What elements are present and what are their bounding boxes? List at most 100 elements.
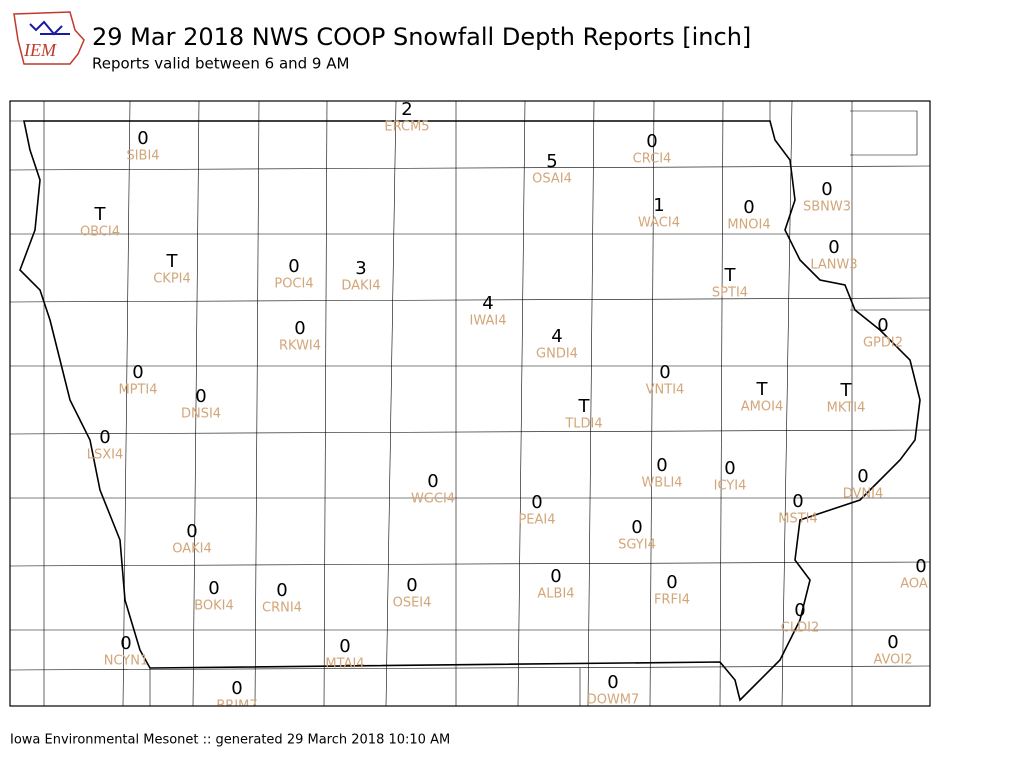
station-id: OSAI4 (532, 172, 572, 187)
station-report: 0 (427, 471, 438, 492)
station-report: 0 (821, 179, 832, 200)
station-report: 0 (659, 362, 670, 383)
station-report: 0 (550, 566, 561, 587)
station-report: 4 (551, 326, 562, 347)
station-id: LANW3 (810, 258, 857, 273)
station-id: DAKI4 (341, 279, 380, 294)
station-report: 0 (137, 128, 148, 149)
station-id: OBCI4 (80, 225, 120, 240)
county-line (649, 101, 655, 706)
station-id: WACI4 (638, 216, 680, 231)
station-report: 0 (724, 458, 735, 479)
station-report: 0 (857, 466, 868, 487)
station-id: SBNW3 (803, 200, 851, 215)
county-line (254, 101, 260, 706)
station-id: NCYN1 (104, 654, 149, 669)
station-report: 0 (877, 315, 888, 336)
map-frame (9, 100, 931, 707)
station-id: MTAI4 (325, 657, 364, 672)
station-id: GPDI2 (863, 336, 903, 351)
station-report: 0 (99, 427, 110, 448)
title: 29 Mar 2018 NWS COOP Snowfall Depth Repo… (92, 23, 751, 51)
station-id: MSTI4 (778, 512, 818, 527)
state-border (19, 120, 921, 702)
station-report: 0 (208, 578, 219, 599)
station-report: 0 (915, 556, 926, 577)
station-id: OSEI4 (393, 596, 432, 611)
station-id: CRCI4 (633, 152, 672, 167)
station-id: ICYI4 (714, 479, 747, 494)
station-id: PEAI4 (518, 513, 555, 528)
station-report: 0 (276, 580, 287, 601)
station-report: 0 (406, 575, 417, 596)
station-id: BOKI4 (194, 599, 234, 614)
logo-text: IEM (23, 40, 57, 60)
station-id: POCI4 (274, 277, 313, 292)
station-report: 0 (607, 672, 618, 693)
county-line (192, 101, 200, 706)
station-id: RKWI4 (279, 339, 321, 354)
station-report: T (578, 396, 591, 417)
station-id: WGCI4 (411, 492, 455, 507)
station-report: 5 (546, 151, 557, 172)
station-report: 1 (653, 195, 664, 216)
footer: Iowa Environmental Mesonet :: generated … (10, 733, 450, 748)
station-id: DVNI4 (843, 487, 884, 502)
county-line (719, 101, 724, 706)
station-id: AMOI4 (741, 400, 783, 415)
station-id: CLDI2 (781, 621, 819, 636)
county-line (10, 297, 930, 303)
station-id: AVOI2 (873, 653, 912, 668)
station-id: ERCM5 (384, 120, 429, 135)
station-report: T (840, 380, 853, 401)
station-id: LSXI4 (87, 448, 124, 463)
county-line (781, 101, 793, 706)
station-id: GNDI4 (536, 347, 578, 362)
station-report: 2 (401, 99, 412, 120)
station-id: SPTI4 (712, 286, 748, 301)
station-report: 0 (231, 678, 242, 699)
station-report: T (94, 204, 107, 225)
station-report: 0 (656, 455, 667, 476)
county-line (10, 429, 930, 435)
county-line (323, 101, 328, 706)
station-report: 0 (794, 600, 805, 621)
station-id: FRFI4 (654, 593, 690, 608)
station-id: MKTI4 (827, 401, 866, 416)
station-report: 0 (631, 517, 642, 538)
station-report: 0 (288, 256, 299, 277)
station-report: T (756, 379, 769, 400)
station-id: ALBI4 (537, 587, 574, 602)
station-id: BRIM7 (216, 699, 257, 714)
county-line (10, 165, 930, 171)
station-id: CRNI4 (262, 601, 302, 616)
station-report: T (724, 265, 737, 286)
station-report: 0 (531, 492, 542, 513)
station-report: 0 (792, 491, 803, 512)
station-report: 4 (482, 293, 493, 314)
station-id: WBLI4 (641, 476, 682, 491)
station-id: CKPI4 (153, 272, 191, 287)
station-report: 0 (132, 362, 143, 383)
station-report: 0 (339, 636, 350, 657)
county-line (10, 561, 930, 567)
station-report: 0 (294, 318, 305, 339)
county-line (517, 101, 526, 706)
county-line (587, 101, 595, 706)
station-report: T (166, 251, 179, 272)
station-id: VNTI4 (646, 383, 685, 398)
station-id: MPTI4 (118, 383, 157, 398)
station-id: DNSI4 (181, 407, 221, 422)
station-id: TLDI4 (564, 417, 602, 432)
stations: 2ERCM50SIBI40CRCI45OSAI4TOBCI41WACI40MNO… (80, 99, 928, 714)
station-report: 0 (828, 237, 839, 258)
station-id: SGYI4 (618, 538, 656, 553)
county-line (10, 665, 930, 671)
station-report: 0 (120, 633, 131, 654)
station-report: 0 (666, 572, 677, 593)
station-id: MNOI4 (727, 218, 770, 233)
station-id: OAKI4 (172, 542, 212, 557)
subtitle: Reports valid between 6 and 9 AM (92, 55, 349, 73)
